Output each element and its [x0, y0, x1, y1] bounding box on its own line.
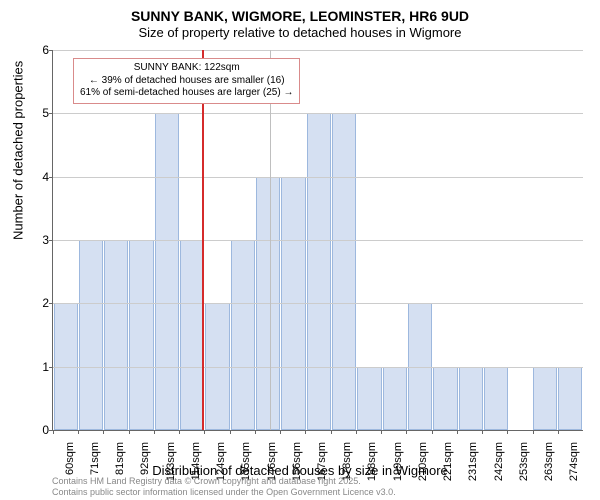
- chart-title: SUNNY BANK, WIGMORE, LEOMINSTER, HR6 9UD: [0, 0, 600, 25]
- gridline: [53, 177, 583, 178]
- histogram-bar: [231, 240, 255, 430]
- y-tick-mark: [49, 303, 53, 304]
- x-tick-mark: [356, 430, 357, 434]
- x-tick-mark: [230, 430, 231, 434]
- y-tick-label: 0: [31, 423, 49, 437]
- x-tick-mark: [533, 430, 534, 434]
- y-axis-label: Number of detached properties: [11, 61, 26, 240]
- attribution: Contains HM Land Registry data © Crown c…: [52, 476, 396, 498]
- histogram-bar: [357, 367, 381, 430]
- histogram-bar: [104, 240, 128, 430]
- x-tick-mark: [179, 430, 180, 434]
- x-tick-mark: [129, 430, 130, 434]
- x-tick-mark: [204, 430, 205, 434]
- x-tick-mark: [154, 430, 155, 434]
- x-tick-mark: [482, 430, 483, 434]
- x-tick-mark: [558, 430, 559, 434]
- histogram-bar: [558, 367, 582, 430]
- histogram-bar: [383, 367, 407, 430]
- y-tick-label: 5: [31, 106, 49, 120]
- chart-container: SUNNY BANK, WIGMORE, LEOMINSTER, HR6 9UD…: [0, 0, 600, 500]
- x-tick-mark: [381, 430, 382, 434]
- annotation-line3: 61% of semi-detached houses are larger (…: [80, 87, 293, 100]
- x-tick-mark: [457, 430, 458, 434]
- histogram-bar: [79, 240, 103, 430]
- attribution-line1: Contains HM Land Registry data © Crown c…: [52, 476, 396, 487]
- y-tick-mark: [49, 50, 53, 51]
- y-tick-label: 2: [31, 296, 49, 310]
- plot-area: 012345660sqm71sqm81sqm92sqm103sqm114sqm1…: [52, 50, 583, 431]
- y-tick-mark: [49, 113, 53, 114]
- x-tick-mark: [406, 430, 407, 434]
- y-tick-label: 6: [31, 43, 49, 57]
- histogram-bar: [533, 367, 557, 430]
- x-tick-mark: [255, 430, 256, 434]
- attribution-line2: Contains public sector information licen…: [52, 487, 396, 498]
- gridline: [53, 50, 583, 51]
- gridline: [53, 303, 583, 304]
- histogram-bar: [307, 113, 331, 430]
- histogram-bar: [180, 240, 204, 430]
- x-tick-mark: [432, 430, 433, 434]
- histogram-bar: [484, 367, 508, 430]
- x-tick-mark: [507, 430, 508, 434]
- histogram-bar: [332, 113, 356, 430]
- median-line: [270, 50, 271, 430]
- histogram-bar: [433, 367, 457, 430]
- x-tick-mark: [280, 430, 281, 434]
- histogram-bar: [129, 240, 153, 430]
- y-tick-label: 4: [31, 170, 49, 184]
- y-tick-label: 3: [31, 233, 49, 247]
- x-tick-mark: [103, 430, 104, 434]
- y-tick-mark: [49, 240, 53, 241]
- y-tick-mark: [49, 177, 53, 178]
- histogram-bar: [459, 367, 483, 430]
- y-tick-mark: [49, 367, 53, 368]
- x-tick-mark: [53, 430, 54, 434]
- annotation-line1: SUNNY BANK: 122sqm: [80, 62, 293, 75]
- chart-subtitle: Size of property relative to detached ho…: [0, 25, 600, 44]
- x-tick-mark: [331, 430, 332, 434]
- gridline: [53, 113, 583, 114]
- histogram-bar: [155, 113, 179, 430]
- annotation-box: SUNNY BANK: 122sqm ← 39% of detached hou…: [73, 58, 300, 104]
- annotation-line2: ← 39% of detached houses are smaller (16…: [80, 75, 293, 88]
- x-tick-mark: [78, 430, 79, 434]
- this-property-line: [202, 50, 204, 430]
- gridline: [53, 367, 583, 368]
- x-tick-mark: [305, 430, 306, 434]
- y-tick-label: 1: [31, 360, 49, 374]
- gridline: [53, 240, 583, 241]
